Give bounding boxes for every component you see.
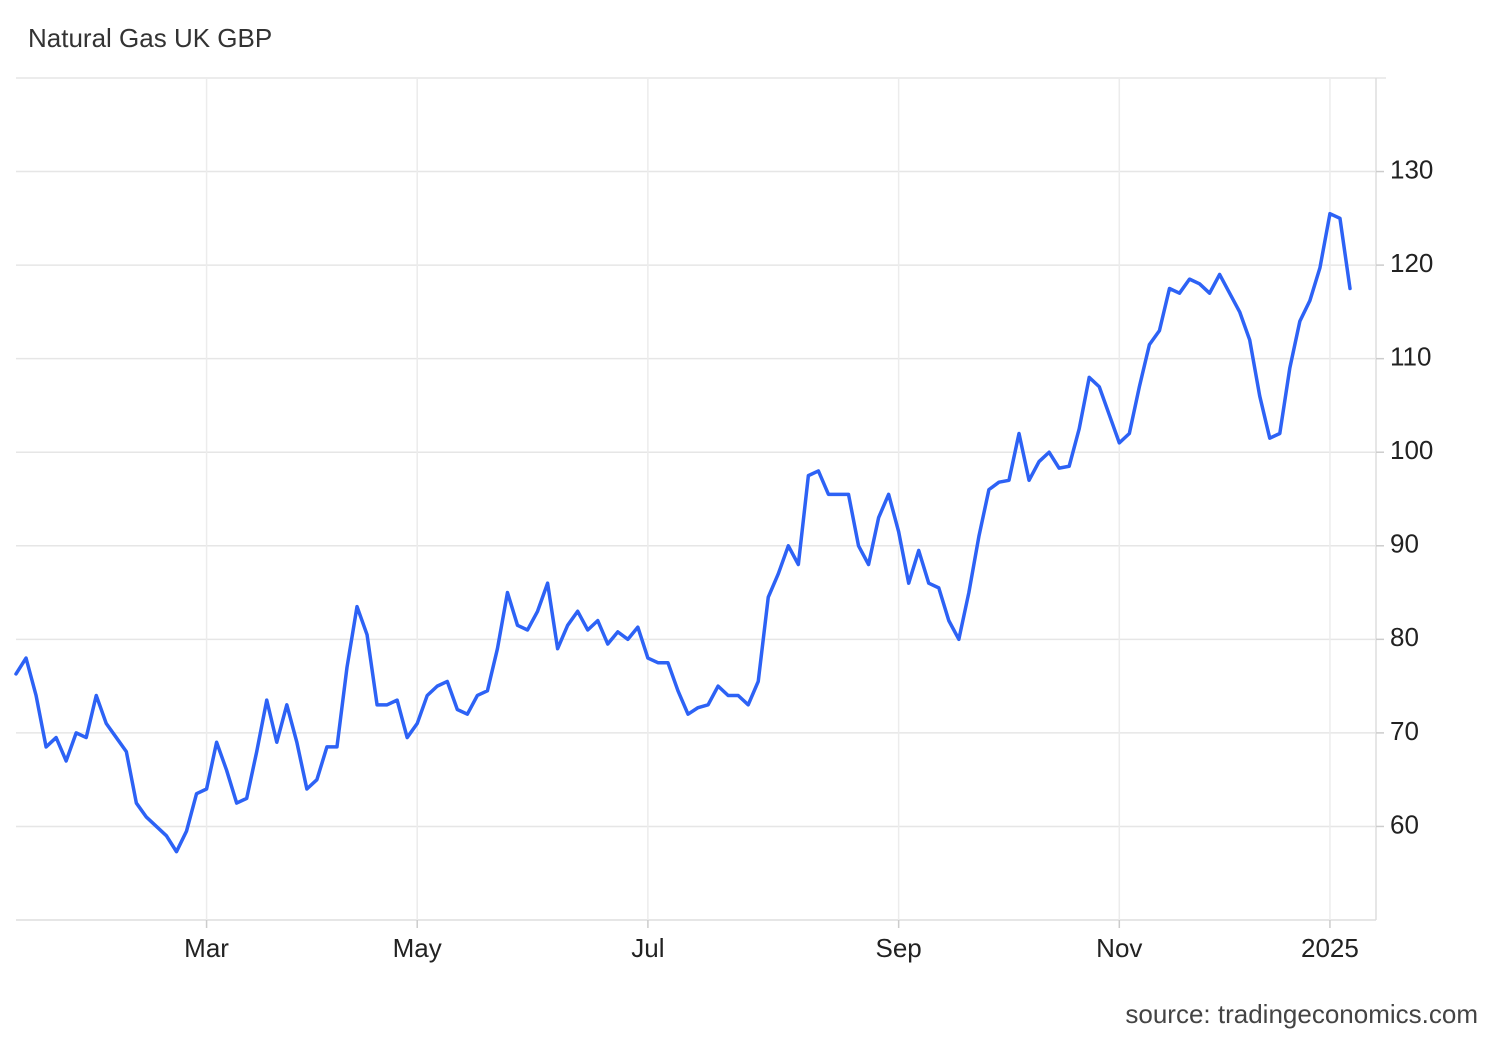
y-tick-label: 90: [1390, 529, 1419, 559]
y-tick-label: 60: [1390, 809, 1419, 839]
x-tick-label: May: [393, 933, 442, 963]
source-note: source: tradingeconomics.com: [1125, 999, 1478, 1029]
price-line: [14, 211, 1352, 854]
y-tick-label: 110: [1390, 342, 1431, 372]
x-tick-label: Mar: [184, 933, 229, 963]
y-tick-label: 120: [1390, 248, 1433, 278]
y-tick-label: 100: [1390, 435, 1433, 465]
chart-title: Natural Gas UK GBP: [28, 23, 272, 53]
x-tick-label: Jul: [631, 933, 664, 963]
y-tick-label: 80: [1390, 622, 1419, 652]
y-tick-label: 70: [1390, 716, 1419, 746]
y-tick-label: 130: [1390, 154, 1433, 184]
x-tick-label: Sep: [876, 933, 922, 963]
x-tick-label: 2025: [1301, 933, 1359, 963]
x-tick-label: Nov: [1096, 933, 1142, 963]
